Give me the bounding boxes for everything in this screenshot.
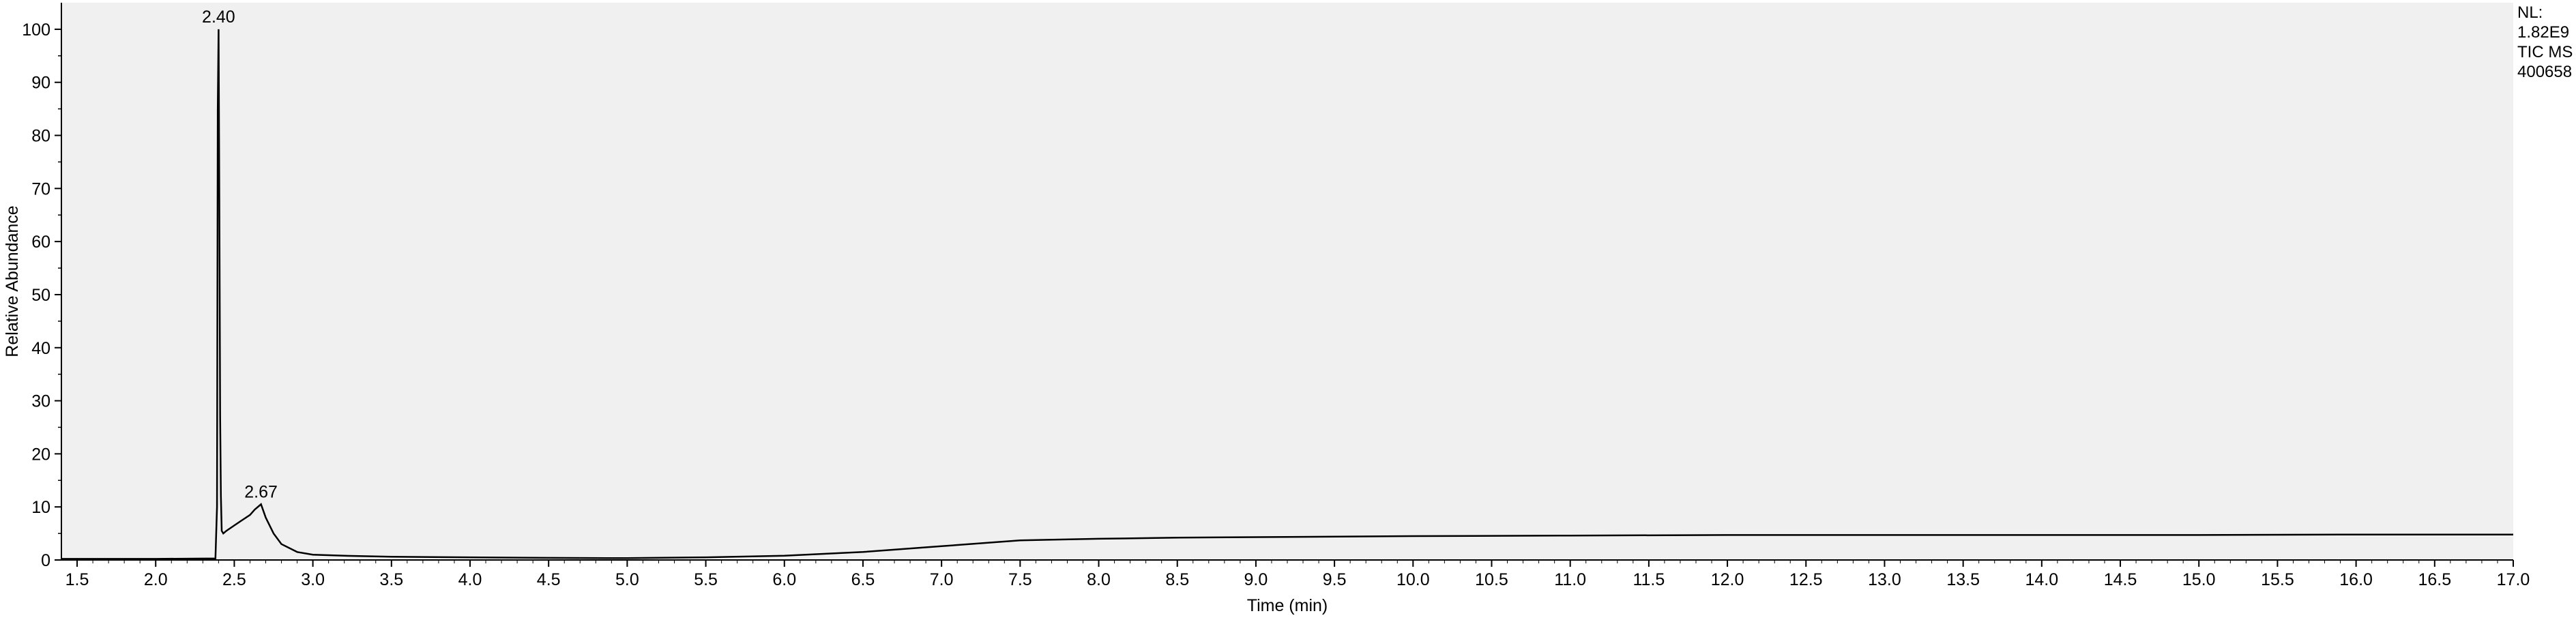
y-tick-label: 10 (31, 498, 50, 517)
x-tick-label: 4.0 (458, 570, 482, 589)
y-tick-label: 0 (41, 551, 50, 570)
x-tick-label: 4.5 (537, 570, 561, 589)
y-tick-label: 100 (22, 20, 50, 40)
x-tick-label: 15.5 (2261, 570, 2294, 589)
peak-annotations: 2.40 2.67 (202, 8, 278, 501)
x-axis: 1.5 2.0 2.5 3.0 3.5 4.0 4.5 5.0 5.5 6.0 6.5 7.0 7.5 8… (61, 559, 2530, 589)
x-tick-label: 11.5 (1633, 570, 1665, 589)
x-tick-label: 17.0 (2497, 570, 2530, 589)
x-tick-label: 11.0 (1554, 570, 1586, 589)
y-tick-label: 40 (31, 339, 50, 358)
tic-trace-line (61, 29, 2513, 560)
x-tick-label: 7.5 (1008, 570, 1032, 589)
x-tick-label: 6.5 (851, 570, 875, 589)
info-line: 1.82E9 (2517, 23, 2569, 42)
info-line: 400658 (2517, 63, 2572, 81)
x-tick-label: 6.0 (772, 570, 796, 589)
x-tick-label: 16.0 (2339, 570, 2373, 589)
y-tick-label: 60 (31, 233, 50, 252)
y-tick-label: 30 (31, 392, 50, 411)
x-tick-label: 9.0 (1244, 570, 1268, 589)
x-tick-label: 10.5 (1475, 570, 1508, 589)
y-tick-label: 70 (31, 179, 50, 198)
x-axis-title: Time (min) (1247, 596, 1328, 615)
y-tick-label: 80 (31, 127, 50, 146)
x-tick-label: 10.0 (1396, 570, 1430, 589)
x-tick-label: 2.5 (222, 570, 246, 589)
x-tick-label: 15.0 (2182, 570, 2216, 589)
x-tick-label: 5.5 (694, 570, 718, 589)
x-tick-label: 3.0 (301, 570, 325, 589)
peak-label: 2.67 (244, 482, 278, 501)
y-axis: 0 10 20 30 40 50 60 70 80 90 100 (22, 3, 62, 570)
x-tick-label: 13.0 (1868, 570, 1901, 589)
x-tick-label: 1.5 (65, 570, 89, 589)
y-tick-label: 20 (31, 445, 50, 464)
x-tick-label: 14.5 (2104, 570, 2137, 589)
y-axis-title: Relative Abundance (3, 205, 22, 357)
y-tick-label: 90 (31, 74, 50, 93)
x-tick-label: 12.0 (1711, 570, 1744, 589)
x-tick-label: 13.5 (1946, 570, 1980, 589)
x-tick-label: 7.0 (930, 570, 954, 589)
info-line: TIC MS (2517, 43, 2573, 61)
x-tick-label: 8.5 (1165, 570, 1189, 589)
x-tick-label: 2.0 (144, 570, 168, 589)
x-tick-label: 5.0 (615, 570, 639, 589)
info-line: NL: (2517, 3, 2543, 22)
x-tick-label: 12.5 (1789, 570, 1823, 589)
x-tick-label: 9.5 (1323, 570, 1347, 589)
plot-background (61, 3, 2513, 560)
x-tick-label: 8.0 (1087, 570, 1111, 589)
peak-label: 2.40 (202, 8, 235, 27)
y-tick-label: 50 (31, 286, 50, 305)
x-tick-label: 14.0 (2025, 570, 2059, 589)
x-tick-label: 3.5 (379, 570, 403, 589)
x-tick-label: 16.5 (2418, 570, 2451, 589)
